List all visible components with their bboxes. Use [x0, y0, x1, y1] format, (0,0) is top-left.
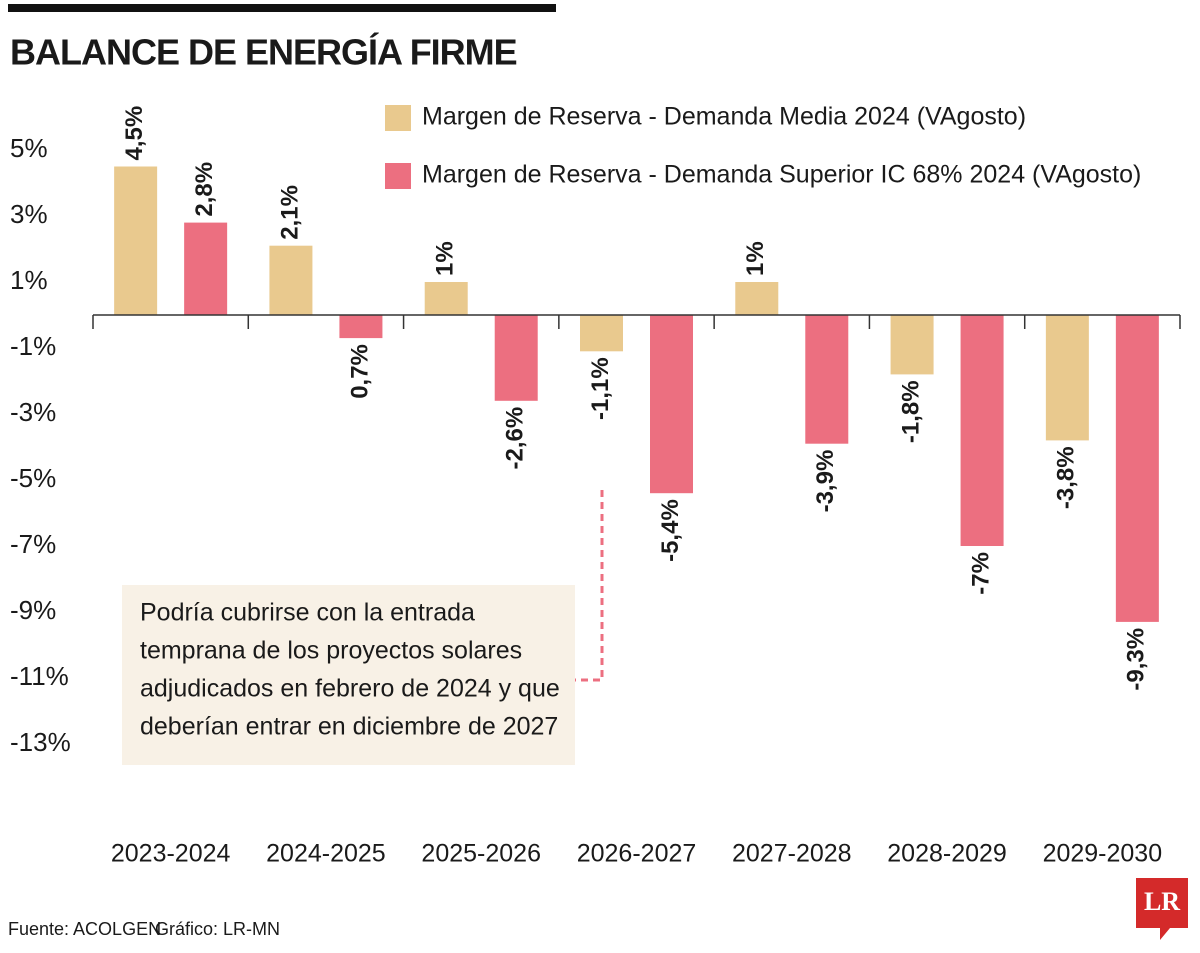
logo: LR	[1144, 887, 1180, 916]
y-tick-label: -1%	[10, 331, 56, 361]
annotation: Podría cubrirse con la entrada	[140, 599, 475, 627]
legend-swatch	[385, 163, 411, 189]
value-label: 4,5%	[121, 106, 148, 161]
value-label: 1%	[432, 241, 459, 276]
x-tick-label: 2023-2024	[111, 840, 231, 868]
y-tick-label: 1%	[10, 265, 48, 295]
bar	[339, 315, 383, 339]
legend-swatch	[385, 105, 411, 131]
source: Fuente: ACOLGEN	[8, 919, 161, 939]
x-tick-label: 2027-2028	[732, 840, 852, 868]
y-tick-label: -13%	[10, 727, 71, 757]
value-label: -5,4%	[657, 499, 684, 562]
logo-bg	[1136, 878, 1188, 940]
value-label: -9,3%	[1123, 628, 1150, 691]
value-label: -3,9%	[812, 450, 839, 513]
bar	[960, 315, 1004, 546]
bar	[580, 315, 623, 352]
annotation: adjudicados en febrero de 2024 y que	[140, 675, 560, 703]
value-label: 2,8%	[191, 162, 218, 217]
y-tick-label: -5%	[10, 463, 56, 493]
x-tick-label: 2028-2029	[887, 840, 1007, 868]
value-label: 2,1%	[276, 185, 303, 240]
top-rule	[8, 4, 556, 12]
value-label: 0,7%	[346, 344, 373, 399]
value-label: -3,8%	[1053, 446, 1080, 509]
value-label: -2,6%	[502, 407, 529, 470]
annotation: temprana de los proyectos solares	[140, 637, 522, 665]
bar	[735, 282, 779, 315]
value-label: -1,8%	[897, 380, 924, 443]
annotation: deberían entrar en diciembre de 2027	[140, 713, 558, 741]
y-tick-label: -7%	[10, 529, 56, 559]
bar	[805, 315, 849, 444]
legend-label: Margen de Reserva - Demanda Superior IC …	[422, 161, 1141, 189]
bar	[184, 222, 228, 315]
x-tick-label: 2025-2026	[421, 840, 541, 868]
chart-title: BALANCE DE ENERGÍA FIRME	[10, 32, 517, 73]
y-tick-label: -9%	[10, 595, 56, 625]
annotation-connector	[575, 490, 604, 682]
y-tick-label: 5%	[10, 133, 48, 163]
value-label: -1,1%	[587, 357, 614, 420]
bar	[269, 245, 313, 315]
credit: Gráfico: LR-MN	[155, 919, 280, 939]
bar	[494, 315, 538, 401]
value-label: 1%	[742, 241, 769, 276]
bar	[1115, 315, 1159, 622]
y-tick-label: 3%	[10, 199, 48, 229]
bar	[650, 315, 693, 494]
value-label: -7%	[967, 552, 994, 595]
legend-label: Margen de Reserva - Demanda Media 2024 (…	[422, 103, 1026, 131]
x-tick-label: 2029-2030	[1043, 840, 1163, 868]
bar	[890, 315, 934, 375]
y-tick-label: -11%	[10, 661, 69, 691]
x-tick-label: 2024-2025	[266, 840, 386, 868]
bar	[1045, 315, 1089, 441]
x-tick-label: 2026-2027	[577, 840, 697, 868]
annotation-box	[122, 585, 575, 765]
y-tick-label: -3%	[10, 397, 56, 427]
bar	[424, 282, 468, 315]
bar	[114, 166, 158, 315]
